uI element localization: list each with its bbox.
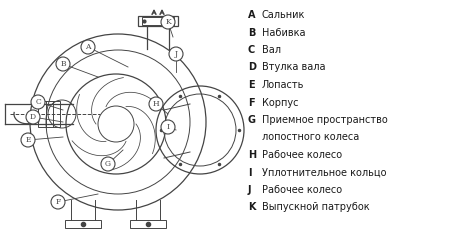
Circle shape — [21, 133, 35, 147]
Text: Уплотнительное кольцо: Уплотнительное кольцо — [262, 168, 386, 178]
Circle shape — [56, 57, 70, 71]
Text: Корпус: Корпус — [262, 98, 299, 107]
Circle shape — [161, 15, 175, 29]
Text: D: D — [248, 62, 256, 73]
Text: лопостного колеса: лопостного колеса — [262, 132, 359, 143]
Text: H: H — [153, 100, 159, 108]
Text: C: C — [248, 45, 255, 55]
Text: J: J — [248, 185, 252, 195]
Bar — [65, 220, 101, 228]
Text: I: I — [166, 123, 170, 131]
Text: Лопасть: Лопасть — [262, 80, 304, 90]
Bar — [130, 220, 166, 228]
Circle shape — [31, 95, 45, 109]
Text: Вал: Вал — [262, 45, 281, 55]
Text: B: B — [60, 60, 66, 68]
Text: Набивка: Набивка — [262, 28, 306, 37]
Text: H: H — [248, 150, 256, 160]
Text: A: A — [85, 43, 91, 51]
Text: I: I — [248, 168, 252, 178]
Circle shape — [51, 195, 65, 209]
Text: Выпускной патрубок: Выпускной патрубок — [262, 202, 370, 212]
Text: Рабочее колесо: Рабочее колесо — [262, 150, 342, 160]
Text: E: E — [248, 80, 255, 90]
Text: E: E — [25, 136, 31, 144]
Text: G: G — [248, 115, 256, 125]
Circle shape — [169, 47, 183, 61]
Circle shape — [161, 120, 175, 134]
Text: D: D — [30, 113, 36, 121]
Text: Втулка вала: Втулка вала — [262, 62, 326, 73]
Bar — [38, 101, 60, 127]
Bar — [138, 16, 178, 26]
Text: F: F — [248, 98, 255, 107]
Text: G: G — [105, 160, 111, 168]
Circle shape — [101, 157, 115, 171]
Circle shape — [149, 97, 163, 111]
Text: Сальник: Сальник — [262, 10, 305, 20]
Text: C: C — [35, 98, 41, 106]
Circle shape — [81, 40, 95, 54]
Circle shape — [26, 110, 40, 124]
Text: K: K — [248, 202, 255, 212]
Text: J: J — [174, 50, 178, 58]
Text: Рабочее колесо: Рабочее колесо — [262, 185, 342, 195]
Text: K: K — [165, 18, 171, 26]
Text: Приемное пространство: Приемное пространство — [262, 115, 388, 125]
Text: F: F — [55, 198, 61, 206]
Bar — [142, 17, 174, 25]
Text: A: A — [248, 10, 255, 20]
Text: B: B — [248, 28, 255, 37]
